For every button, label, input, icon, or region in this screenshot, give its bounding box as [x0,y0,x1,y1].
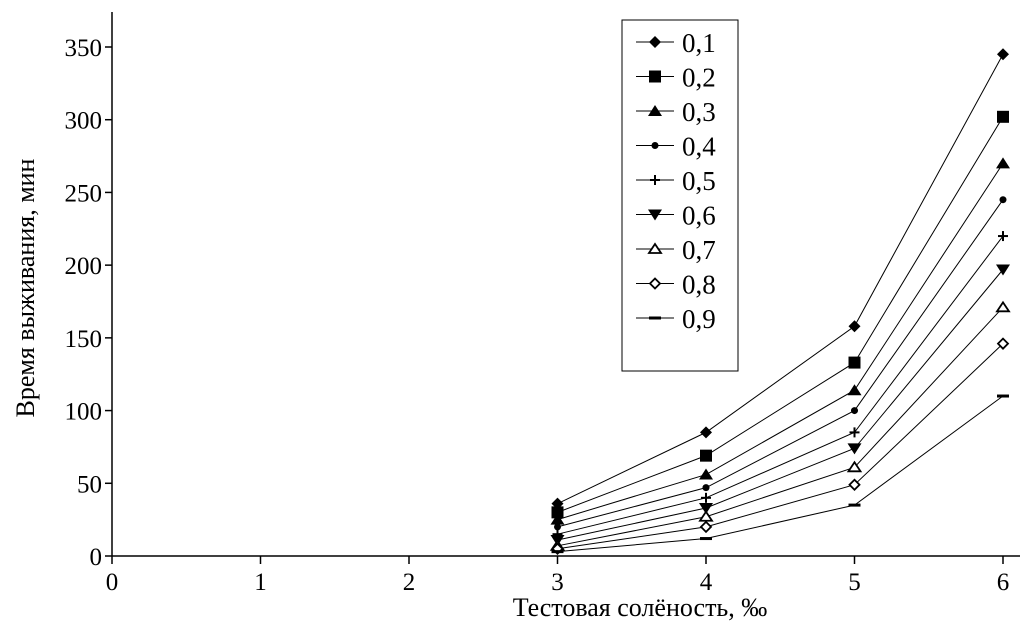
data-point [847,384,862,396]
legend-label: 0,4 [682,132,716,162]
data-point [648,209,662,221]
data-point [848,503,861,507]
x-tick-label: 4 [700,569,713,596]
series-line-5 [557,235,1004,535]
legend-item: 0,1 [636,28,716,58]
data-point [851,407,858,415]
data-point [996,157,1010,169]
data-point [648,105,662,116]
data-point [651,142,659,149]
data-point [699,520,713,534]
y-tick-label: 150 [65,326,103,353]
data-point [847,443,862,455]
legend-label: 0,7 [682,235,716,265]
x-tick-label: 0 [106,569,119,596]
y-axis-title: Время выживания, мин [11,158,40,417]
series-line-8 [557,343,1004,550]
series-line-2 [557,116,1004,513]
data-point [849,427,860,438]
legend-label: 0,6 [682,201,716,231]
legend-item: 0,5 [636,166,716,196]
axes [111,12,1020,557]
legend-label: 0,3 [682,97,716,127]
data-point [995,300,1011,313]
data-point [700,449,712,462]
legend-item: 0,4 [636,132,716,162]
legend-label: 0,9 [682,304,716,334]
series-line-4 [557,199,1004,528]
x-tick-label: 5 [848,569,861,596]
data-point [649,70,661,83]
legend-label: 0,5 [682,166,716,196]
series-line-7 [557,306,1004,547]
x-axis-title: Тестовая солёность, ‰ [513,593,768,622]
x-tick-label: 3 [551,569,564,596]
data-point [551,506,564,519]
data-point [997,48,1009,61]
data-point [649,36,661,48]
data-point [997,394,1009,398]
y-tick-label: 0 [90,544,103,571]
data-point [554,523,561,531]
legend-item: 0,9 [636,304,716,334]
axis-ticks: 0 50 100 150 200 250 300 350 0 1 2 3 4 5 6 [65,35,1010,596]
legend-item: 0,6 [636,201,716,231]
series-line-3 [557,163,1004,521]
legend-item: 0,2 [636,63,716,93]
data-point [699,503,713,515]
series-lines [557,54,1004,553]
series-markers [549,48,1011,556]
data-point [702,484,710,492]
y-tick-label: 200 [65,253,103,280]
x-tick-label: 1 [254,569,267,596]
legend-label: 0,1 [682,28,716,58]
data-point [698,510,714,522]
data-point [996,337,1010,350]
data-point [648,277,662,290]
data-point [700,426,712,439]
data-point [647,242,663,254]
series-line-9 [557,395,1004,553]
data-point [848,478,861,492]
legend: 0,1 0,2 0,3 0,4 0,5 0,6 0,7 0,8 0,9 [621,19,739,372]
legend-label: 0,8 [682,270,716,300]
data-point [650,175,660,185]
data-point [997,110,1009,123]
y-tick-label: 250 [65,180,103,207]
data-point [848,320,861,333]
legend-label: 0,2 [682,63,716,93]
data-point [649,316,661,320]
series-line-1 [557,54,1004,505]
y-tick-label: 50 [77,471,102,498]
data-point [550,513,565,525]
legend-item: 0,3 [636,97,716,127]
legend-item: 0,8 [636,270,716,300]
data-point [699,468,713,480]
y-tick-label: 100 [65,399,103,426]
data-point [551,550,564,554]
data-point [700,537,712,541]
data-point [996,264,1010,276]
series-line-6 [557,269,1004,541]
data-point [846,460,863,473]
y-tick-label: 350 [65,35,103,62]
legend-box [621,19,739,372]
data-point [701,492,711,503]
x-tick-label: 6 [997,569,1010,596]
data-point [848,356,861,369]
y-tick-label: 300 [65,108,103,135]
data-point [998,231,1008,242]
x-tick-label: 2 [403,569,416,596]
legend-item: 0,7 [636,235,716,265]
data-point [999,196,1007,204]
